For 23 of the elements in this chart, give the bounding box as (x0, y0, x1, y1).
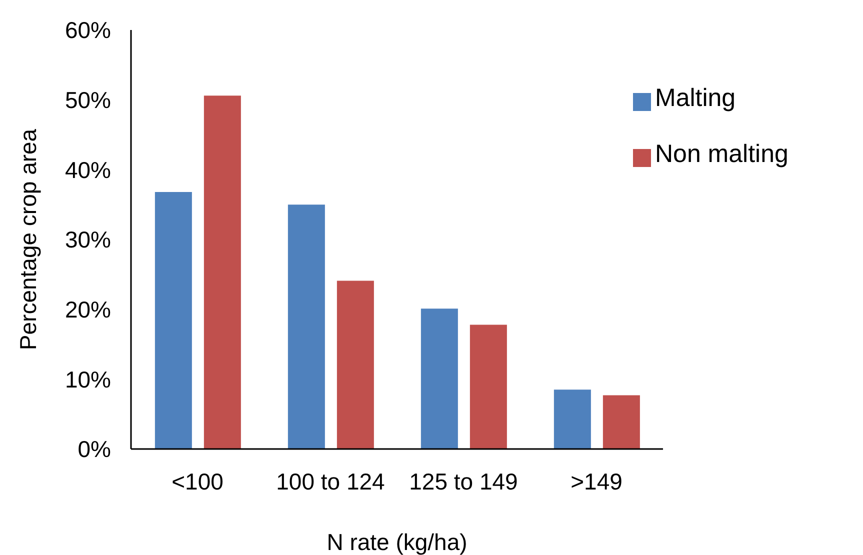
y-tick-label: 20% (64, 296, 111, 322)
bar (420, 308, 458, 449)
bar (204, 96, 241, 449)
legend-label: Malting (655, 84, 736, 112)
y-tick-label: 30% (64, 226, 111, 253)
bar (288, 204, 325, 449)
bar (602, 395, 640, 449)
x-axis-title: N rate (kg/ha) (326, 529, 468, 555)
y-tick-label: 0% (78, 436, 111, 462)
y-tick-label: 50% (64, 87, 111, 113)
legend-label: Non malting (655, 140, 788, 168)
bar (336, 280, 374, 449)
y-tick-label: 60% (64, 17, 111, 44)
y-tick-label: 10% (64, 366, 111, 392)
x-tick-label: >149 (570, 468, 622, 494)
bar (470, 324, 507, 449)
y-tick-label: 40% (64, 156, 111, 183)
y-axis-title: Percentage crop area (15, 128, 42, 350)
bar (154, 192, 192, 449)
x-tick-label: <100 (172, 468, 224, 494)
x-tick-label: 100 to 124 (276, 468, 386, 494)
x-tick-label: 125 to 149 (409, 468, 518, 494)
bar (554, 390, 591, 449)
